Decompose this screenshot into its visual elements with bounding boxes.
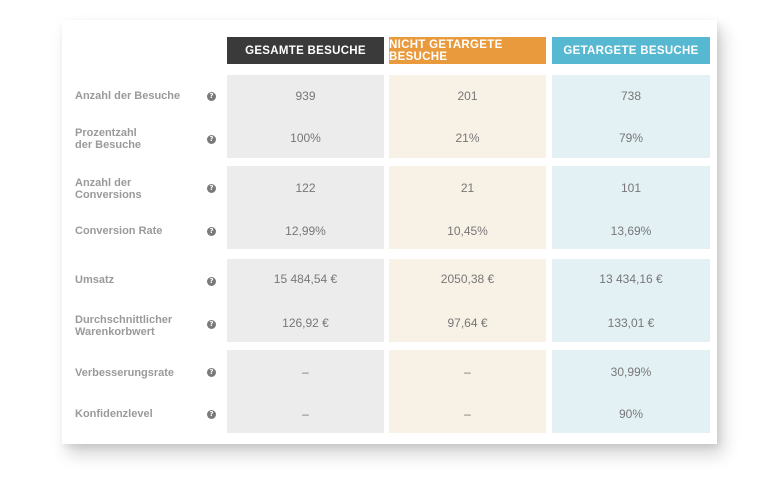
value-percentage-total: 100% (290, 131, 321, 145)
value-improvement-untargeted: – (464, 365, 471, 379)
value-cart-value-total: 126,92 € (282, 316, 329, 330)
question-circle-icon[interactable]: ? (207, 135, 216, 144)
group-block-conversions-targeted (552, 166, 710, 249)
question-circle-icon[interactable]: ? (207, 227, 216, 236)
group-block-improvement-total (227, 350, 384, 433)
group-block-revenue-untargeted (389, 259, 546, 342)
comparison-table: GESAMTE BESUCHE NICHT GETARGETE BESUCHE … (62, 20, 717, 444)
value-conversion-rate-targeted: 13,69% (610, 224, 652, 238)
value-visits-untargeted: 201 (457, 89, 478, 103)
row-label-visit-percentage: Prozentzahl der Besuche (75, 126, 142, 152)
value-confidence-total: – (302, 407, 309, 421)
row-label-conversion-rate: Conversion Rate (75, 224, 163, 237)
value-confidence-targeted: 90% (618, 407, 644, 421)
group-block-conversions-untargeted (389, 166, 546, 249)
question-circle-icon[interactable]: ? (207, 320, 216, 329)
row-label-average-cart-value: Durchschnittlicher Warenkorbwert (75, 313, 173, 339)
value-visits-total: 939 (295, 89, 316, 103)
group-block-improvement-targeted (552, 350, 710, 433)
question-circle-icon[interactable]: ? (207, 410, 216, 419)
group-block-visits-total (227, 75, 384, 158)
value-revenue-targeted: 13 434,16 € (599, 272, 663, 286)
row-label-revenue: Umsatz (75, 273, 115, 286)
row-label-conversions: Anzahl der Conversions (75, 176, 142, 202)
group-block-improvement-untargeted (389, 350, 546, 433)
value-cart-value-targeted: 133,01 € (607, 316, 655, 330)
row-label-confidence-level: Konfidenzlevel (75, 407, 153, 420)
value-cart-value-untargeted: 97,64 € (447, 316, 488, 330)
value-confidence-untargeted: – (464, 407, 471, 421)
value-conversion-rate-untargeted: 10,45% (447, 224, 488, 238)
column-header-targeted: GETARGETE BESUCHE (552, 37, 710, 64)
value-revenue-total: 15 484,54 € (273, 272, 338, 286)
value-conversions-total: 122 (295, 181, 316, 195)
value-conversions-targeted: 101 (620, 181, 642, 195)
column-header-total: GESAMTE BESUCHE (227, 37, 384, 64)
value-percentage-untargeted: 21% (455, 131, 480, 145)
row-label-visits: Anzahl der Besuche (75, 89, 181, 102)
value-conversion-rate-total: 12,99% (285, 224, 326, 238)
column-header-untargeted: NICHT GETARGETE BESUCHE (389, 37, 546, 64)
value-conversions-untargeted: 21 (460, 181, 475, 195)
question-circle-icon[interactable]: ? (207, 92, 216, 101)
group-block-visits-untargeted (389, 75, 546, 158)
value-improvement-total: – (302, 365, 309, 379)
group-block-visits-targeted (552, 75, 710, 158)
group-block-revenue-targeted (552, 259, 710, 342)
row-label-improvement-rate: Verbesserungsrate (75, 366, 175, 379)
value-revenue-untargeted: 2050,38 € (440, 272, 495, 286)
question-circle-icon[interactable]: ? (207, 277, 216, 286)
group-block-conversions-total (227, 166, 384, 249)
value-improvement-targeted: 30,99% (610, 365, 652, 379)
question-circle-icon[interactable]: ? (207, 368, 216, 377)
value-percentage-targeted: 79% (618, 131, 644, 145)
group-block-revenue-total (227, 259, 384, 342)
question-circle-icon[interactable]: ? (207, 184, 216, 193)
value-visits-targeted: 738 (620, 89, 642, 103)
